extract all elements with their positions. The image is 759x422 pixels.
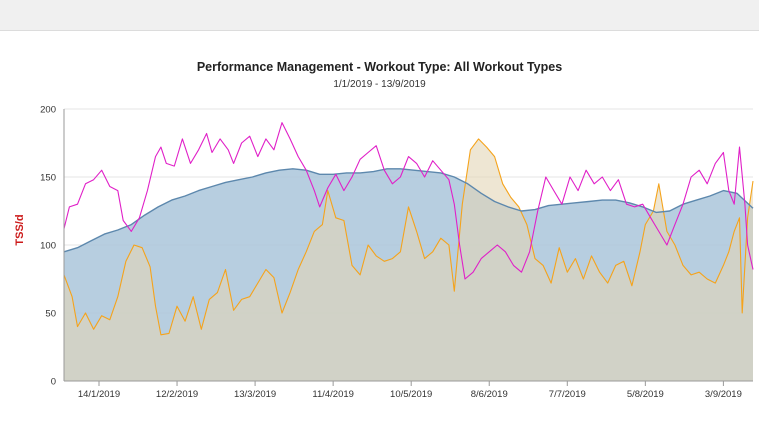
x-tick-label-3: 11/4/2019 bbox=[312, 389, 354, 400]
x-tick-label-8: 3/9/2019 bbox=[705, 389, 742, 400]
x-tick-label-5: 8/6/2019 bbox=[471, 389, 508, 400]
tick-labels: 0 50 100 150 200 14/1/2019 12/2/2019 13/3/2019 1… bbox=[40, 105, 742, 401]
x-tick-label-0: 14/1/2019 bbox=[78, 389, 120, 400]
chart-subtitle: 1/1/2019 - 13/9/2019 bbox=[333, 79, 426, 90]
axes bbox=[63, 109, 753, 386]
series-areas bbox=[64, 138, 753, 381]
x-tick-label-6: 7/7/2019 bbox=[549, 389, 586, 400]
y-tick-label-100: 100 bbox=[40, 241, 56, 252]
y-tick-label-150: 150 bbox=[40, 173, 56, 184]
x-tick-label-4: 10/5/2019 bbox=[390, 389, 432, 400]
y-tick-label-200: 200 bbox=[40, 105, 56, 116]
form-area bbox=[64, 138, 753, 381]
fatigue-line bbox=[63, 122, 754, 280]
x-tick-label-2: 13/3/2019 bbox=[234, 389, 276, 400]
top-toolbar bbox=[0, 0, 759, 31]
fitness-line bbox=[63, 168, 754, 253]
chart-title: Performance Management - Workout Type: A… bbox=[196, 60, 563, 74]
x-tick-label-1: 12/2/2019 bbox=[156, 389, 198, 400]
y-tick-label-0: 0 bbox=[51, 377, 56, 388]
series-lines bbox=[63, 122, 754, 336]
y-tick-label-50: 50 bbox=[45, 309, 56, 320]
x-tick-label-7: 5/8/2019 bbox=[627, 389, 664, 400]
